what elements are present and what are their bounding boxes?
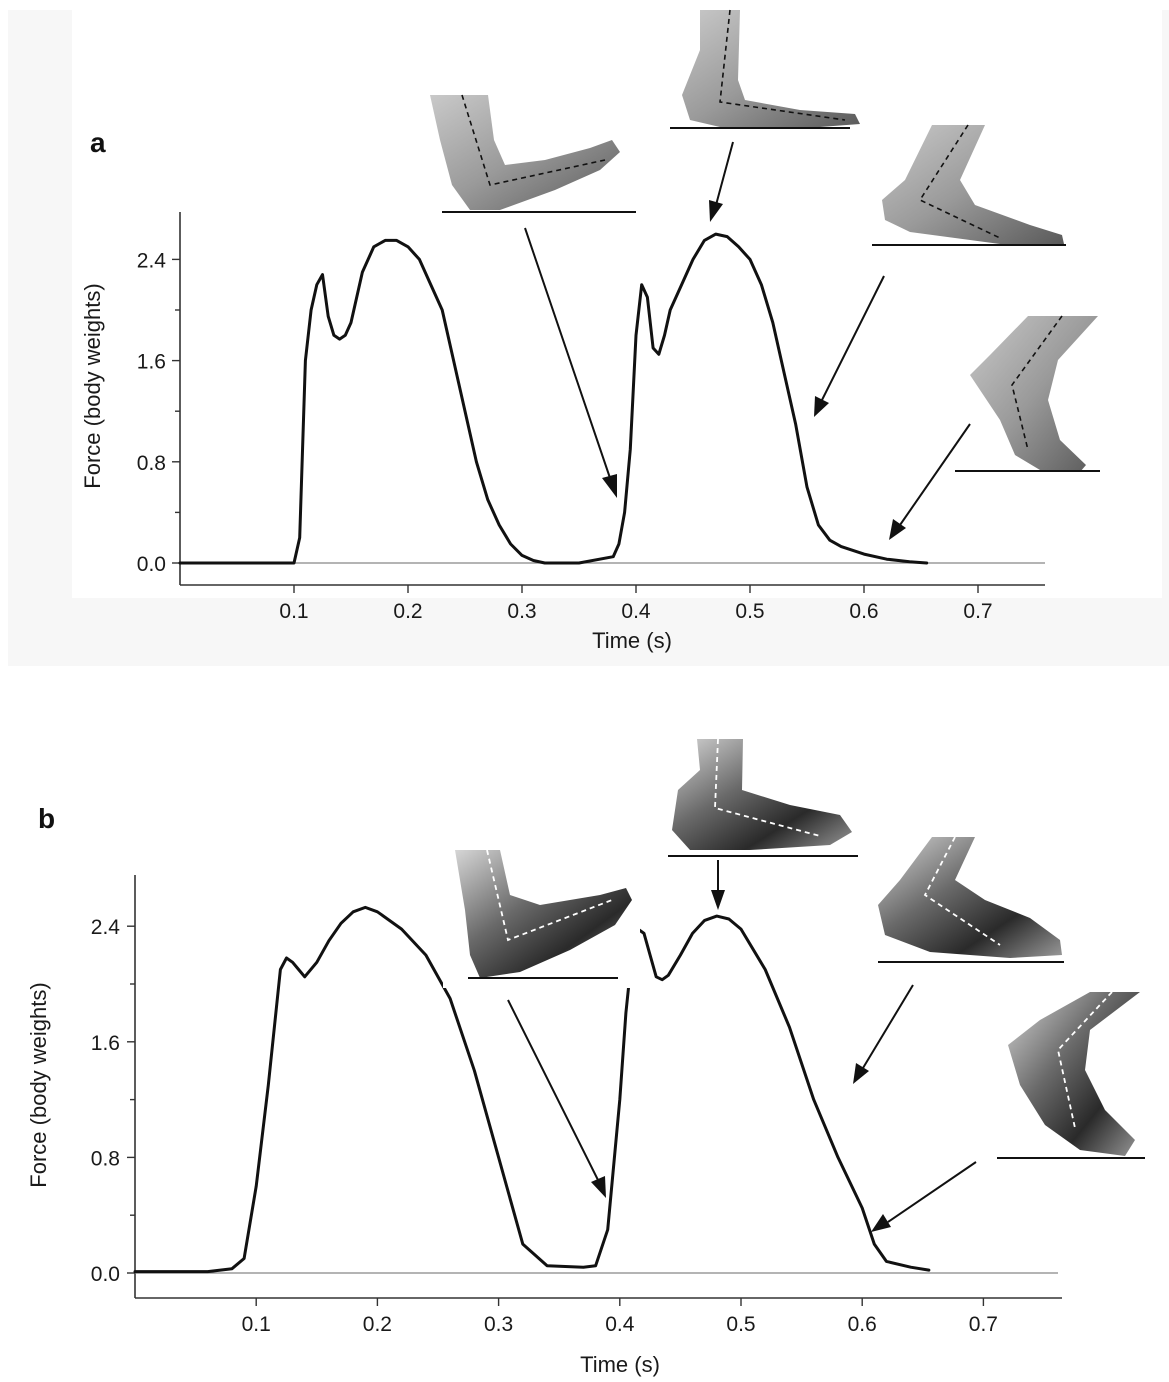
- panel-a-foot-image-3: [850, 124, 1088, 261]
- panel-b-shoe-image-3: [865, 836, 1085, 969]
- x-tick-label: 0.3: [507, 600, 536, 623]
- x-tick-label: 0.6: [849, 600, 878, 623]
- panel-b-shoe-image-1: [443, 849, 640, 988]
- panel-b-arrow-1: [507, 999, 606, 1198]
- y-tick-label: 2.4: [137, 249, 167, 272]
- panel-a-arrow-1: [524, 227, 617, 498]
- x-tick-label: 0.1: [242, 1313, 271, 1336]
- panel-a-foot-image-1: [410, 94, 638, 221]
- panel-b-shoe-image-4: [990, 991, 1169, 1160]
- y-tick-label: 0.8: [137, 452, 166, 475]
- x-tick-label: 0.2: [393, 600, 422, 623]
- panel-b-chart: b 0.0 0.8 1.6 2.4 0.1 0.2 0.3 0.4 0.5 0.6 0.7 Tim…: [26, 738, 1169, 1377]
- panel-b-x-axis-title: Time (s): [580, 1352, 660, 1377]
- x-tick-label: 0.3: [484, 1313, 513, 1336]
- x-tick-label: 0.1: [279, 600, 308, 623]
- y-tick-label: 0.0: [91, 1263, 120, 1286]
- panel-a-force-line: [178, 232, 929, 565]
- panel-a-x-axis-title: Time (s): [592, 628, 672, 653]
- panel-a-y-axis-title: Force (body weights): [80, 283, 105, 488]
- panel-a-chart: a 0.0 0.8 1.6 2.4 0.1 0.2 0.3 0.4 0.5 0.6 0.7 Tim…: [80, 9, 1131, 653]
- panel-b-y-axis-title: Force (body weights): [26, 982, 51, 1187]
- x-tick-label: 0.7: [969, 1313, 998, 1336]
- x-tick-label: 0.4: [605, 1313, 635, 1336]
- panel-b-shoe-image-2: [653, 738, 858, 859]
- panel-a-arrow-4: [889, 423, 971, 540]
- x-tick-label: 0.2: [363, 1313, 392, 1336]
- x-tick-label: 0.5: [735, 600, 764, 623]
- panel-b-force-line: [133, 905, 931, 1274]
- panel-a-foot-image-2: [635, 9, 900, 130]
- y-tick-label: 2.4: [91, 916, 121, 939]
- panel-a-foot-image-4: [935, 315, 1131, 488]
- x-tick-label: 0.4: [621, 600, 651, 623]
- y-tick-label: 1.6: [137, 351, 166, 374]
- y-tick-label: 0.8: [91, 1147, 120, 1170]
- x-tick-label: 0.5: [726, 1313, 755, 1336]
- panel-b-arrow-4: [871, 1161, 977, 1232]
- panel-b-label: b: [38, 803, 55, 834]
- panel-a-label: a: [90, 127, 106, 158]
- x-tick-label: 0.7: [963, 600, 992, 623]
- panel-a-arrow-3: [814, 275, 885, 417]
- y-tick-label: 1.6: [91, 1032, 120, 1055]
- panel-a-arrow-2: [709, 141, 734, 222]
- panel-b-arrow-2: [711, 860, 725, 910]
- panel-b-arrow-3: [853, 984, 914, 1084]
- x-tick-label: 0.6: [848, 1313, 877, 1336]
- y-tick-label: 0.0: [137, 553, 166, 576]
